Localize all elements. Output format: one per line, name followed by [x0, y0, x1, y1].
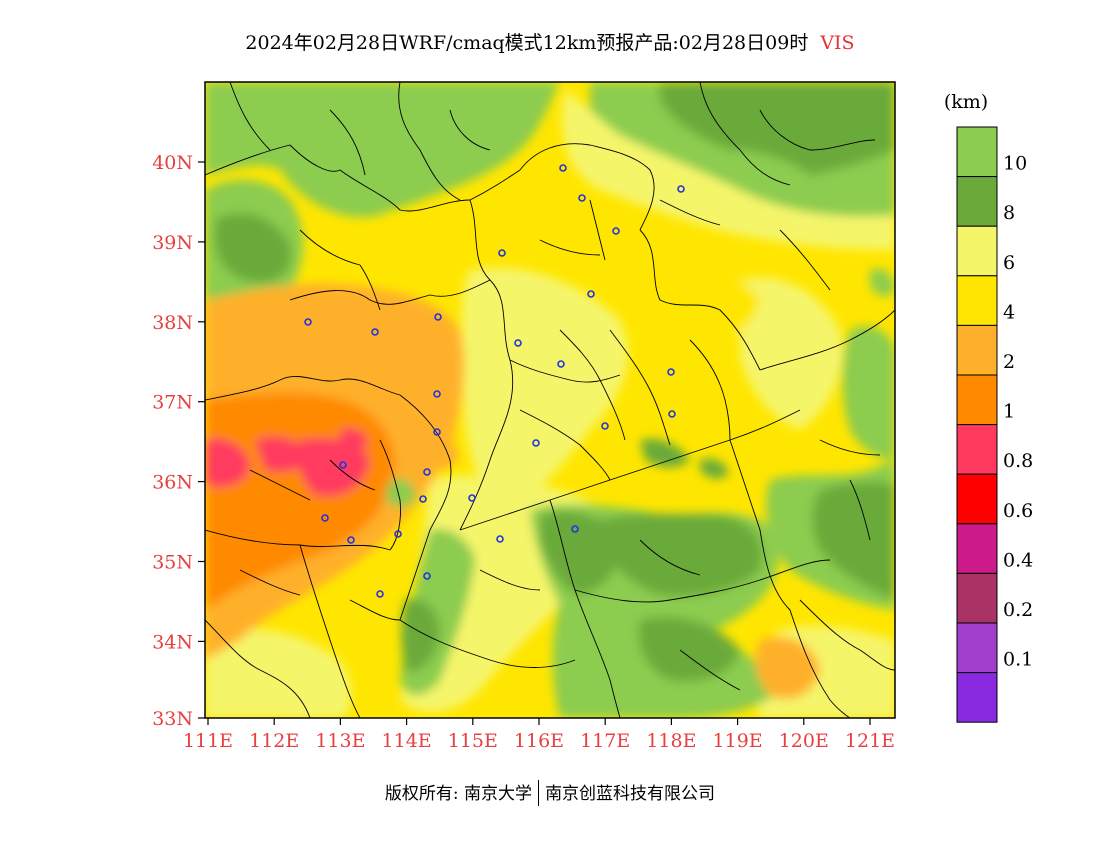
colorbar-label: 0.1	[1003, 649, 1033, 671]
station-marker	[496, 535, 504, 543]
colorbar-label: 6	[1003, 252, 1015, 274]
colorbar-swatch	[956, 424, 998, 475]
station-marker	[468, 494, 476, 502]
station-marker	[498, 249, 506, 257]
lat-tick-label: 37N	[152, 392, 193, 414]
colorbar-swatch	[956, 225, 998, 277]
colorbar-label: 2	[1003, 351, 1015, 373]
map-frame	[204, 81, 896, 719]
station-marker	[339, 461, 347, 469]
lon-tick-label: 114E	[382, 730, 432, 752]
lat-tick-label: 39N	[152, 232, 193, 254]
copyright-left: 版权所有: 南京大学	[384, 784, 533, 804]
station-marker	[419, 495, 427, 503]
longitude-axis: 111E 112E 113E 114E 115E 116E 117E 118E 119E 120E…	[183, 718, 895, 752]
station-marker	[668, 410, 676, 418]
colorbar-swatch	[956, 176, 998, 227]
station-marker	[423, 468, 431, 476]
title-text: 2024年02月28日WRF/cmaq模式12km预报产品:02月28日09时	[245, 32, 809, 54]
lon-tick-label: 118E	[646, 730, 696, 752]
station-marker	[371, 328, 379, 336]
lat-tick-label: 33N	[152, 708, 193, 730]
colorbar-label: 0.6	[1003, 500, 1033, 522]
colorbar-swatch	[956, 324, 998, 376]
colorbar-swatch	[956, 374, 998, 426]
colorbar-swatch	[956, 523, 998, 574]
station-marker	[304, 318, 312, 326]
colorbar-label: 0.8	[1003, 450, 1033, 472]
station-marker	[557, 360, 565, 368]
colorbar-swatch	[956, 473, 998, 525]
station-marker	[612, 227, 620, 235]
visibility-field	[205, 82, 895, 718]
lon-tick-label: 119E	[713, 730, 763, 752]
station-marker	[667, 368, 675, 376]
copyright-footer: 版权所有: 南京大学 南京创蓝科技有限公司	[0, 779, 1100, 808]
station-marker	[433, 390, 441, 398]
colorbar-label: 0.4	[1003, 549, 1033, 571]
colorbar-swatch	[956, 622, 998, 674]
latitude-axis: 40N 39N 38N 37N 36N 35N 34N 33N	[152, 152, 205, 730]
colorbar-label: 4	[1003, 301, 1015, 323]
colorbar-swatch	[956, 572, 998, 624]
lon-tick-label: 117E	[580, 730, 630, 752]
colorbar-label: 1	[1003, 401, 1015, 423]
lat-tick-label: 38N	[152, 312, 193, 334]
map-title: 2024年02月28日WRF/cmaq模式12km预报产品:02月28日09时 V…	[0, 28, 1100, 55]
station-marker	[578, 194, 586, 202]
station-marker	[321, 514, 329, 522]
copyright-right: 南京创蓝科技有限公司	[545, 784, 716, 804]
station-marker	[514, 339, 522, 347]
variable-label: VIS	[820, 32, 855, 54]
colorbar-label: 0.2	[1003, 599, 1033, 621]
colorbar-label: 10	[1003, 153, 1027, 175]
station-marker	[587, 290, 595, 298]
lat-tick-label: 40N	[152, 152, 193, 174]
colorbar-swatch	[956, 126, 998, 178]
station-marker	[571, 525, 579, 533]
lat-tick-label: 35N	[152, 552, 193, 574]
station-marker	[434, 313, 442, 321]
station-marker	[601, 422, 609, 430]
lon-tick-label: 112E	[249, 730, 299, 752]
station-marker	[423, 572, 431, 580]
lon-tick-label: 115E	[448, 730, 498, 752]
colorbar-swatch	[956, 275, 998, 326]
copyright-separator	[538, 779, 540, 806]
station-markers	[304, 164, 685, 598]
station-marker	[559, 164, 567, 172]
colorbar: 10 8 6 4 2 1 0.8 0.6 0.4 0.2 0.1	[956, 126, 1033, 723]
lon-tick-label: 113E	[315, 730, 365, 752]
lon-tick-label: 111E	[183, 730, 233, 752]
lon-tick-label: 120E	[779, 730, 829, 752]
station-marker	[677, 185, 685, 193]
lat-tick-label: 36N	[152, 472, 193, 494]
station-marker	[376, 590, 384, 598]
station-marker	[347, 536, 355, 544]
lon-tick-label: 121E	[845, 730, 895, 752]
colorbar-unit: (km)	[944, 91, 988, 113]
colorbar-swatch	[956, 672, 998, 723]
boundary-lines	[205, 82, 895, 718]
lat-tick-label: 34N	[152, 631, 193, 653]
colorbar-label: 8	[1003, 202, 1015, 224]
station-marker	[394, 530, 402, 538]
station-marker	[433, 428, 441, 436]
lon-tick-label: 116E	[514, 730, 564, 752]
station-marker	[532, 439, 540, 447]
